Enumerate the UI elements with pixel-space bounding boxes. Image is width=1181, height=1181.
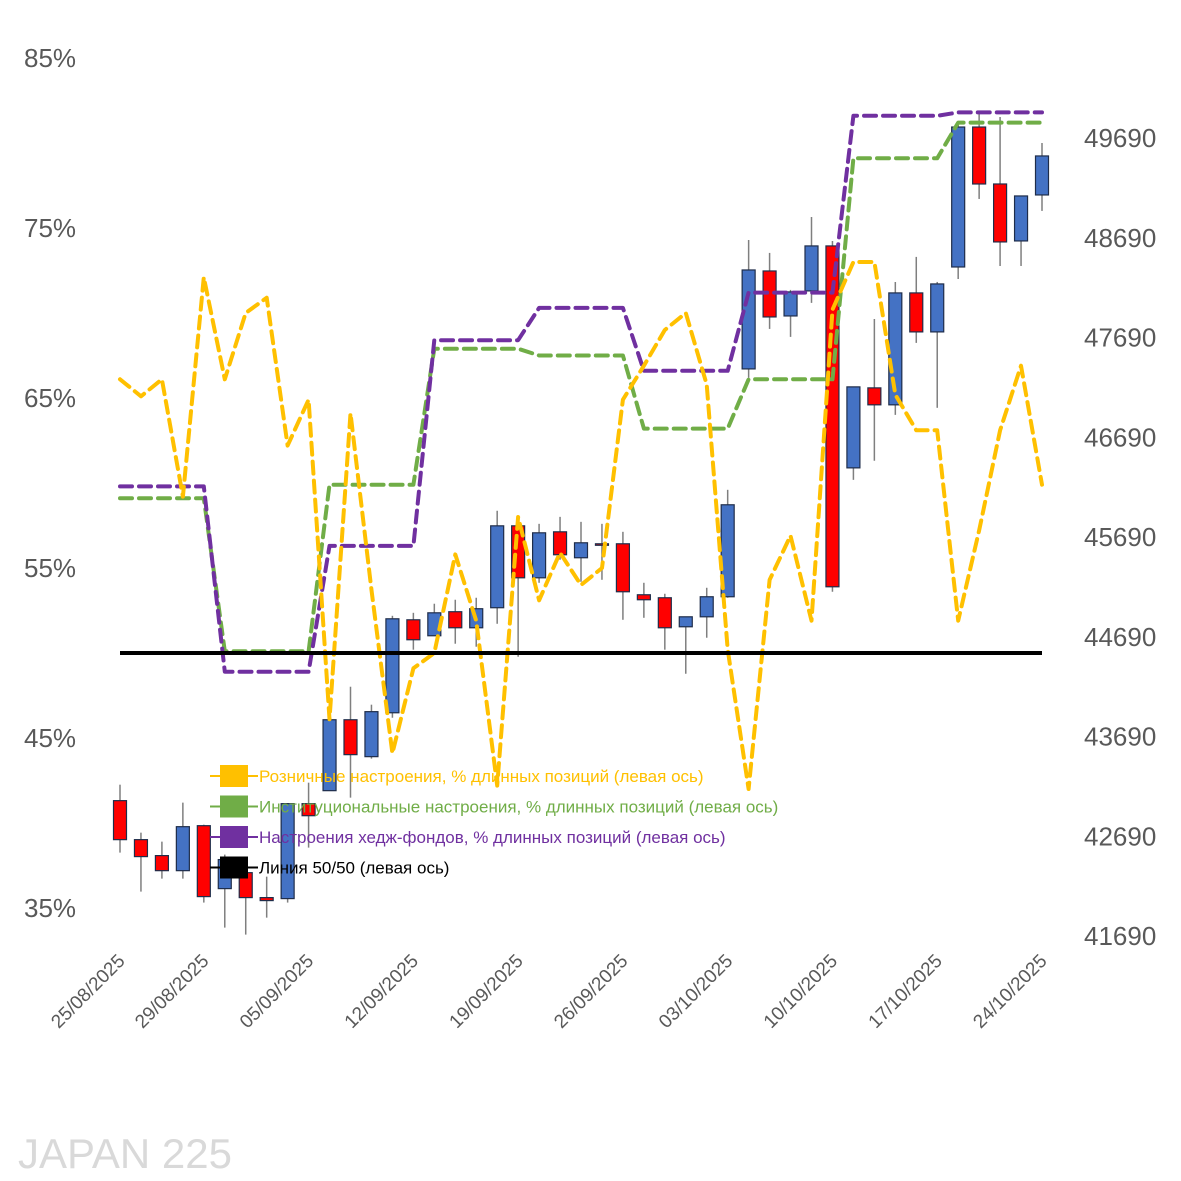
left-axis-tick-label: 35% bbox=[24, 893, 76, 923]
candle-bearish bbox=[196, 825, 211, 898]
right-axis-tick-label: 42690 bbox=[1084, 821, 1156, 851]
candle-bearish bbox=[552, 531, 568, 556]
candle-bullish bbox=[699, 596, 714, 618]
x-axis-date-label: 29/08/2025 bbox=[131, 951, 213, 1033]
legend-swatch-icon bbox=[220, 856, 248, 879]
right-axis-tick-label: 46690 bbox=[1084, 422, 1156, 452]
candle-bullish bbox=[951, 126, 966, 268]
hedge-fund-sentiment-line bbox=[118, 110, 1044, 674]
x-axis-date-label: 24/10/2025 bbox=[969, 951, 1051, 1033]
candle-bullish bbox=[804, 245, 819, 292]
candle-bearish bbox=[972, 126, 987, 185]
legend-swatch-icon bbox=[220, 795, 248, 818]
candle-bearish bbox=[867, 387, 882, 406]
candle-bullish bbox=[531, 532, 547, 579]
candle-bullish bbox=[280, 803, 295, 900]
candle-bullish bbox=[573, 542, 589, 559]
candle-bullish bbox=[1013, 195, 1029, 242]
right-axis-tick-label: 49690 bbox=[1084, 123, 1156, 153]
candle-bearish bbox=[259, 896, 274, 902]
candle-bearish bbox=[636, 594, 651, 601]
candle-bullish bbox=[1034, 155, 1050, 196]
candle-bearish bbox=[448, 611, 463, 629]
legend-label: Настроения хедж-фондов, % длинных позици… bbox=[259, 828, 726, 847]
right-axis-tick-label: 47690 bbox=[1084, 323, 1156, 353]
candle-bearish bbox=[112, 800, 128, 841]
candle-bullish bbox=[846, 386, 861, 469]
candle-bearish bbox=[133, 839, 149, 858]
x-axis-date-label: 12/09/2025 bbox=[341, 951, 423, 1033]
x-axis-date-label: 26/09/2025 bbox=[550, 951, 632, 1033]
right-axis-tick-label: 43690 bbox=[1084, 722, 1156, 752]
candle-bearish bbox=[657, 597, 672, 629]
candle-bullish bbox=[364, 711, 379, 758]
legend-label: Институциональные настроения, % длинных … bbox=[259, 798, 778, 817]
legend-label: Розничные настроения, % длинных позиций … bbox=[259, 767, 704, 786]
candle-bullish bbox=[741, 269, 756, 370]
right-axis-tick-label: 48690 bbox=[1084, 223, 1156, 253]
candle-bullish bbox=[678, 616, 693, 628]
x-axis-date-label: 10/10/2025 bbox=[760, 951, 842, 1033]
candle-bullish bbox=[175, 826, 190, 872]
candle-bearish bbox=[154, 855, 170, 872]
legend-label: Линия 50/50 (левая ось) bbox=[259, 859, 449, 878]
x-axis-date-label: 25/08/2025 bbox=[47, 951, 129, 1033]
left-axis-tick-label: 75% bbox=[24, 213, 76, 243]
candle-bearish bbox=[594, 543, 610, 546]
left-axis-tick-label: 65% bbox=[24, 383, 76, 413]
x-axis-date-label: 03/10/2025 bbox=[655, 951, 737, 1033]
watermark: JAPAN 225 bbox=[18, 1130, 232, 1177]
candle-bearish bbox=[909, 292, 924, 333]
legend-swatch-icon bbox=[220, 765, 248, 787]
right-axis-tick-label: 41690 bbox=[1084, 921, 1156, 951]
x-axis-date-label: 19/09/2025 bbox=[446, 951, 528, 1033]
candle-bearish bbox=[343, 719, 358, 756]
left-axis-tick-label: 45% bbox=[24, 723, 76, 753]
candle-bullish bbox=[490, 525, 505, 609]
candle-bullish bbox=[385, 618, 400, 714]
candle-bearish bbox=[301, 803, 316, 817]
x-axis-date-label: 05/09/2025 bbox=[236, 951, 318, 1033]
x-axis-date-label: 17/10/2025 bbox=[865, 951, 947, 1033]
candle-bullish bbox=[930, 283, 945, 333]
left-axis-tick-label: 85% bbox=[24, 43, 76, 73]
legend-swatch-icon bbox=[220, 826, 248, 848]
left-axis-tick-label: 55% bbox=[24, 553, 76, 583]
candle-bearish bbox=[615, 543, 631, 593]
right-axis-tick-label: 44690 bbox=[1084, 622, 1156, 652]
candle-bearish bbox=[406, 619, 421, 641]
candle-bearish bbox=[992, 183, 1008, 243]
candle-bullish bbox=[783, 291, 798, 317]
right-axis-tick-label: 45690 bbox=[1084, 522, 1156, 552]
